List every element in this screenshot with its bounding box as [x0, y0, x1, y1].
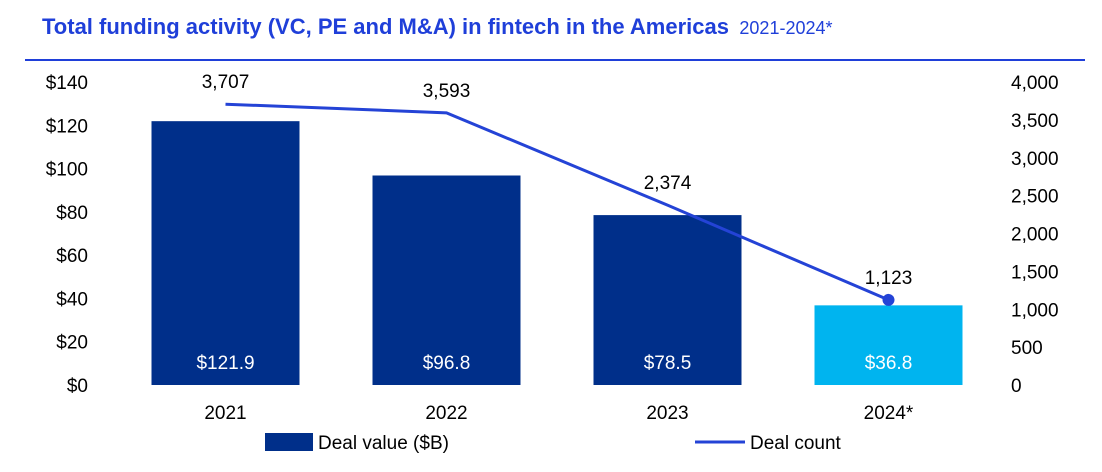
- y-right-tick-7: 3,500: [1011, 111, 1059, 132]
- y-left-tick-7: $140: [46, 73, 88, 94]
- bar-value-label-1: $96.8: [423, 353, 471, 374]
- deal-count-label-3: 1,123: [865, 268, 913, 289]
- x-tick-label-0: 2021: [204, 403, 246, 424]
- chart-title: Total funding activity (VC, PE and M&A) …: [42, 14, 729, 39]
- bar-1: [372, 175, 521, 385]
- y-left-tick-5: $100: [46, 160, 88, 181]
- y-right-tick-0: 0: [1011, 376, 1022, 397]
- legend-label-deal-value: Deal value ($B): [318, 433, 449, 454]
- y-right-tick-5: 2,500: [1011, 187, 1059, 208]
- y-right-tick-6: 3,000: [1011, 149, 1059, 170]
- deal-count-label-2: 2,374: [644, 173, 692, 194]
- x-tick-label-2: 2023: [646, 403, 688, 424]
- y-left-tick-1: $20: [56, 333, 88, 354]
- bar-3: [814, 305, 963, 385]
- bar-value-label-0: $121.9: [196, 353, 254, 374]
- deal-count-marker: [882, 293, 895, 306]
- y-left-tick-0: $0: [67, 376, 88, 397]
- deal-count-line: [225, 102, 890, 302]
- y-left-tick-2: $40: [56, 289, 88, 310]
- chart-title-row: Total funding activity (VC, PE and M&A) …: [42, 14, 833, 40]
- y-right-tick-8: 4,000: [1011, 73, 1059, 94]
- chart-subtitle: 2021-2024*: [739, 18, 833, 38]
- y-right-tick-1: 500: [1011, 338, 1043, 359]
- y-left-tick-4: $80: [56, 203, 88, 224]
- y-right-tick-3: 1,500: [1011, 262, 1059, 283]
- y-left-tick-6: $120: [46, 116, 88, 137]
- bar-value-label-3: $36.8: [865, 353, 913, 374]
- deal-count-label-0: 3,707: [202, 72, 250, 93]
- bar-0: [151, 121, 300, 385]
- legend-label-deal-count: Deal count: [750, 433, 842, 454]
- x-tick-label-3: 2024*: [864, 403, 914, 424]
- bar-2: [593, 215, 742, 385]
- x-tick-label-1: 2022: [425, 403, 467, 424]
- legend-swatch-deal-value: [265, 433, 313, 451]
- y-left-tick-3: $60: [56, 246, 88, 267]
- y-right-tick-4: 2,000: [1011, 225, 1059, 246]
- bar-value-label-2: $78.5: [644, 353, 692, 374]
- deal-count-label-1: 3,593: [423, 81, 471, 102]
- y-right-tick-2: 1,000: [1011, 300, 1059, 321]
